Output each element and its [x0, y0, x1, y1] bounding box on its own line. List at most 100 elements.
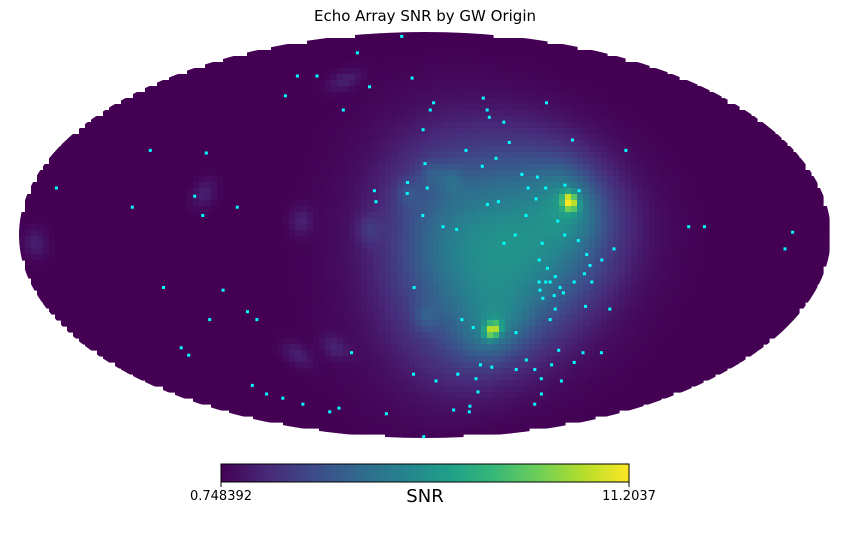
heatmap-cell-289	[493, 62, 500, 69]
heatmap-cell-187	[301, 56, 308, 63]
heatmap-cell-2793	[703, 194, 710, 201]
heatmap-cell-2806	[781, 194, 788, 201]
heatmap-cell-2719	[259, 194, 266, 201]
heatmap-cell-2040	[97, 164, 104, 171]
heatmap-cell-29	[343, 38, 350, 45]
heatmap-cell-2676	[799, 188, 806, 195]
heatmap-cell-1851	[475, 152, 482, 159]
heatmap-cell-2923	[685, 200, 692, 207]
heatmap-cell-2831	[133, 200, 140, 207]
heatmap-cell-315	[187, 68, 194, 75]
heatmap-cell-77	[355, 44, 362, 51]
heatmap-cell-4194	[229, 260, 236, 267]
heatmap-cell-1790	[109, 152, 116, 159]
heatmap-cell-2482	[421, 182, 428, 189]
heatmap-cell-4358	[409, 266, 416, 273]
heatmap-cell-1724	[457, 146, 464, 153]
heatmap-cell-4800	[679, 284, 686, 291]
heatmap-cell-3405	[349, 224, 356, 231]
heatmap-cell-4064	[253, 254, 260, 261]
heatmap-cell-4147	[751, 254, 758, 261]
heatmap-cell-2201	[295, 170, 302, 177]
heatmap-cell-639	[559, 86, 566, 93]
heatmap-cell-2410	[775, 176, 782, 183]
heatmap-cell-2915	[637, 200, 644, 207]
heatmap-cell-3921	[205, 248, 212, 255]
heatmap-cell-2564	[127, 188, 134, 195]
heatmap-cell-2295	[85, 176, 92, 183]
heatmap-cell-2785	[655, 194, 662, 201]
heatmap-cell-908	[379, 104, 386, 111]
heatmap-cell-774	[193, 98, 200, 105]
heatmap-cell-2249	[583, 170, 590, 177]
heatmap-cell-1214	[247, 122, 254, 129]
heatmap-cell-123	[301, 50, 308, 57]
heatmap-cell-2651	[649, 188, 656, 195]
heatmap-cell-2262	[661, 170, 668, 177]
heatmap-cell-168	[571, 50, 578, 57]
heatmap-cell-465	[589, 74, 596, 81]
heatmap-cell-542	[529, 80, 536, 87]
heatmap-cell-4172	[97, 260, 104, 267]
heatmap-cell-3791	[235, 242, 242, 249]
heatmap-cell-587	[247, 86, 254, 93]
heatmap-cell-1889	[703, 152, 710, 159]
heatmap-cell-344	[361, 68, 368, 75]
heatmap-cell-451	[505, 74, 512, 81]
heatmap-cell-634	[529, 86, 536, 93]
heatmap-cell-3188	[667, 212, 674, 219]
heatmap-cell-766	[145, 98, 152, 105]
heatmap-cell-4947	[781, 290, 788, 297]
heatmap-cell-827	[511, 98, 518, 105]
heatmap-cell-3899	[73, 248, 80, 255]
heatmap-cell-763	[127, 98, 134, 105]
heatmap-cell-4283	[763, 260, 770, 267]
heatmap-cell-3247	[211, 218, 218, 225]
heatmap-cell-1629	[619, 140, 626, 147]
heatmap-cell-2252	[601, 170, 608, 177]
heatmap-cell-1038	[523, 110, 530, 117]
heatmap-cell-3967	[481, 248, 488, 255]
heatmap-cell-4159	[823, 254, 830, 261]
heatmap-cell-3481	[805, 224, 812, 231]
heatmap-cell-1576	[301, 140, 308, 147]
heatmap-cell-4559	[817, 272, 824, 279]
heatmap-cell-2917	[649, 200, 656, 207]
heatmap-cell-2200	[289, 170, 296, 177]
heatmap-cell-2119	[571, 164, 578, 171]
heatmap-cell-4610	[331, 278, 338, 285]
heatmap-cell-1942	[271, 158, 278, 165]
heatmap-cell-3203	[757, 212, 764, 219]
heatmap-cell-1036	[511, 110, 518, 117]
heatmap-cell-1238	[391, 122, 398, 129]
heatmap-cell-2658	[691, 188, 698, 195]
heatmap-cell-4286	[781, 260, 788, 267]
heatmap-cell-4330	[241, 266, 248, 273]
heatmap-cell-4671	[697, 278, 704, 285]
heatmap-cell-2959	[103, 206, 110, 213]
heatmap-cell-4665	[661, 278, 668, 285]
heatmap-cell-4136	[685, 254, 692, 261]
heatmap-cell-1882	[661, 152, 668, 159]
heatmap-cell-1984	[523, 158, 530, 165]
heatmap-cell-1445	[235, 134, 242, 141]
heatmap-cell-1355	[403, 128, 410, 135]
heatmap-cell-1813	[247, 152, 254, 159]
heatmap-cell-1061	[661, 110, 668, 117]
heatmap-cell-3885	[799, 242, 806, 249]
heatmap-cell-356	[433, 68, 440, 75]
heatmap-cell-3223	[67, 218, 74, 225]
heatmap-cell-241	[205, 62, 212, 69]
heatmap-cell-3737	[721, 236, 728, 243]
heatmap-cell-690	[289, 92, 296, 99]
heatmap-cell-192	[331, 56, 338, 63]
heatmap-cell-4494	[427, 272, 434, 279]
heatmap-cell-2315	[205, 176, 212, 183]
heatmap-cell-4434	[67, 272, 74, 279]
heatmap-cell-4554	[787, 272, 794, 279]
heatmap-cell-4266	[661, 260, 668, 267]
heatmap-cell-2170	[109, 170, 116, 177]
heatmap-cell-422	[331, 74, 338, 81]
heatmap-cell-2494	[493, 182, 500, 189]
heatmap-cell-1236	[379, 122, 386, 129]
